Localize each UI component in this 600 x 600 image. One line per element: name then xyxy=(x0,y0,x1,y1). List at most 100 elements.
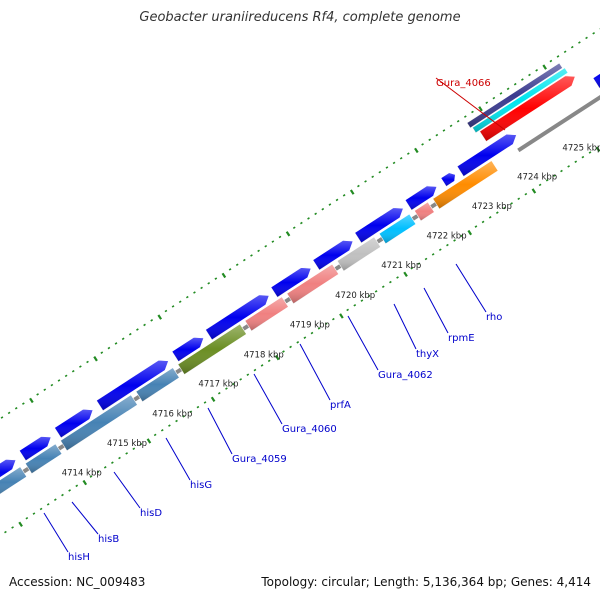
gene-label-leader xyxy=(207,407,233,455)
gc-dot xyxy=(585,36,588,40)
gc-dot xyxy=(7,411,11,415)
gene-label[interactable]: rpmE xyxy=(448,333,475,344)
gene-label[interactable]: hisD xyxy=(140,508,162,519)
gene-label[interactable]: hisG xyxy=(190,480,212,491)
gene-label[interactable]: Gura_4060 xyxy=(282,424,337,435)
gc-dot xyxy=(474,225,478,228)
ruler-tick-label: 4721 kbp xyxy=(381,261,421,271)
gc-dot xyxy=(50,383,54,387)
gc-dot xyxy=(175,419,178,423)
gc-dot xyxy=(442,129,446,132)
gc-dot xyxy=(303,336,307,339)
gene-label-leader xyxy=(113,471,141,509)
gc-dot xyxy=(317,327,321,330)
gc-dot xyxy=(232,382,235,386)
ruler-tick-label: 4717 kbp xyxy=(198,380,238,390)
gc-dot xyxy=(381,285,385,289)
gc-dot xyxy=(200,286,203,290)
gc-dot xyxy=(217,391,221,395)
gc-dot xyxy=(321,207,325,211)
gc-dot xyxy=(428,138,432,142)
gc-dot xyxy=(389,280,392,284)
gc-dot xyxy=(567,165,570,168)
gc-dot xyxy=(196,405,200,409)
gc-dot xyxy=(374,290,378,293)
gc-dot xyxy=(203,401,207,404)
gc-dot xyxy=(528,73,531,77)
gc-dot xyxy=(495,211,499,214)
gc-dot xyxy=(549,59,553,63)
gc-dot xyxy=(431,253,435,256)
gc-dot xyxy=(160,428,164,432)
gc-dot xyxy=(22,402,25,405)
gc-dot xyxy=(143,323,146,327)
gc-dot xyxy=(71,369,75,373)
gc-dot xyxy=(524,192,528,196)
gene-label-leader xyxy=(71,501,99,535)
gc-dot xyxy=(86,360,89,364)
gc-dot xyxy=(353,303,357,307)
gc-dot xyxy=(552,174,556,177)
gc-dot xyxy=(339,313,344,319)
gc-dot xyxy=(260,364,264,367)
gc-dot xyxy=(53,498,57,501)
gene-feature-shade xyxy=(0,459,16,478)
gc-dot xyxy=(64,374,68,378)
gc-dot xyxy=(128,332,132,336)
gc-dot xyxy=(0,416,4,419)
gene-label[interactable]: thyX xyxy=(416,349,439,360)
gene-label[interactable]: prfA xyxy=(330,400,351,411)
gene-label-leader xyxy=(455,263,487,313)
gene-label[interactable]: hisH xyxy=(68,552,90,563)
gc-dot xyxy=(403,271,408,277)
gc-dot xyxy=(332,317,335,321)
gene-label[interactable]: hisB xyxy=(98,534,119,545)
gene-label[interactable]: Gura_4062 xyxy=(378,370,433,381)
gene-label-leader xyxy=(165,437,191,481)
gc-dot xyxy=(545,179,549,182)
gc-dot xyxy=(563,50,567,54)
gc-dot xyxy=(588,151,592,154)
gc-dot xyxy=(221,272,227,279)
gc-dot xyxy=(239,378,243,381)
gc-dot xyxy=(4,530,7,534)
gc-dot xyxy=(357,184,360,188)
gc-dot xyxy=(82,479,88,486)
gc-dot xyxy=(96,470,100,474)
map-title: Geobacter uraniireducens Rf4, complete g… xyxy=(139,10,461,25)
gc-dot xyxy=(100,351,104,354)
gc-dot xyxy=(274,354,280,361)
gc-dot xyxy=(118,456,121,460)
gc-dot xyxy=(57,379,61,382)
gc-dot xyxy=(485,101,489,104)
gene-label[interactable]: Gura_4066 xyxy=(436,78,491,89)
gc-dot xyxy=(531,188,537,194)
gc-dot xyxy=(453,239,456,242)
gc-dot xyxy=(328,203,332,206)
gene-label-leader xyxy=(253,373,283,425)
gene-feature-shade xyxy=(286,264,339,304)
gc-dot xyxy=(225,387,228,390)
gc-dot xyxy=(32,512,36,515)
gc-dot xyxy=(499,92,503,95)
genome-summary-text: Topology: circular; Length: 5,136,364 bp… xyxy=(261,575,591,589)
gene-label[interactable]: Gura_4059 xyxy=(232,454,287,465)
gc-dot xyxy=(164,309,168,313)
ruler-tick-label: 4718 kbp xyxy=(244,350,284,360)
gc-dot xyxy=(193,291,196,294)
gene-label-leader xyxy=(423,287,449,334)
gc-dot xyxy=(488,216,492,219)
gc-dot xyxy=(349,189,355,195)
gc-dot xyxy=(399,156,403,160)
ruler-tick-label: 4719 kbp xyxy=(290,320,330,330)
gene-feature-shade xyxy=(337,236,381,271)
gc-dot xyxy=(478,106,483,112)
gc-dot xyxy=(189,410,193,414)
ruler-tick-label: 4724 kbp xyxy=(517,173,557,183)
gc-dot xyxy=(93,356,98,362)
gc-dot xyxy=(89,475,93,478)
gc-dot xyxy=(595,146,600,152)
gene-label[interactable]: rho xyxy=(486,312,502,323)
gc-dot xyxy=(446,243,449,247)
gc-dot xyxy=(392,161,396,165)
